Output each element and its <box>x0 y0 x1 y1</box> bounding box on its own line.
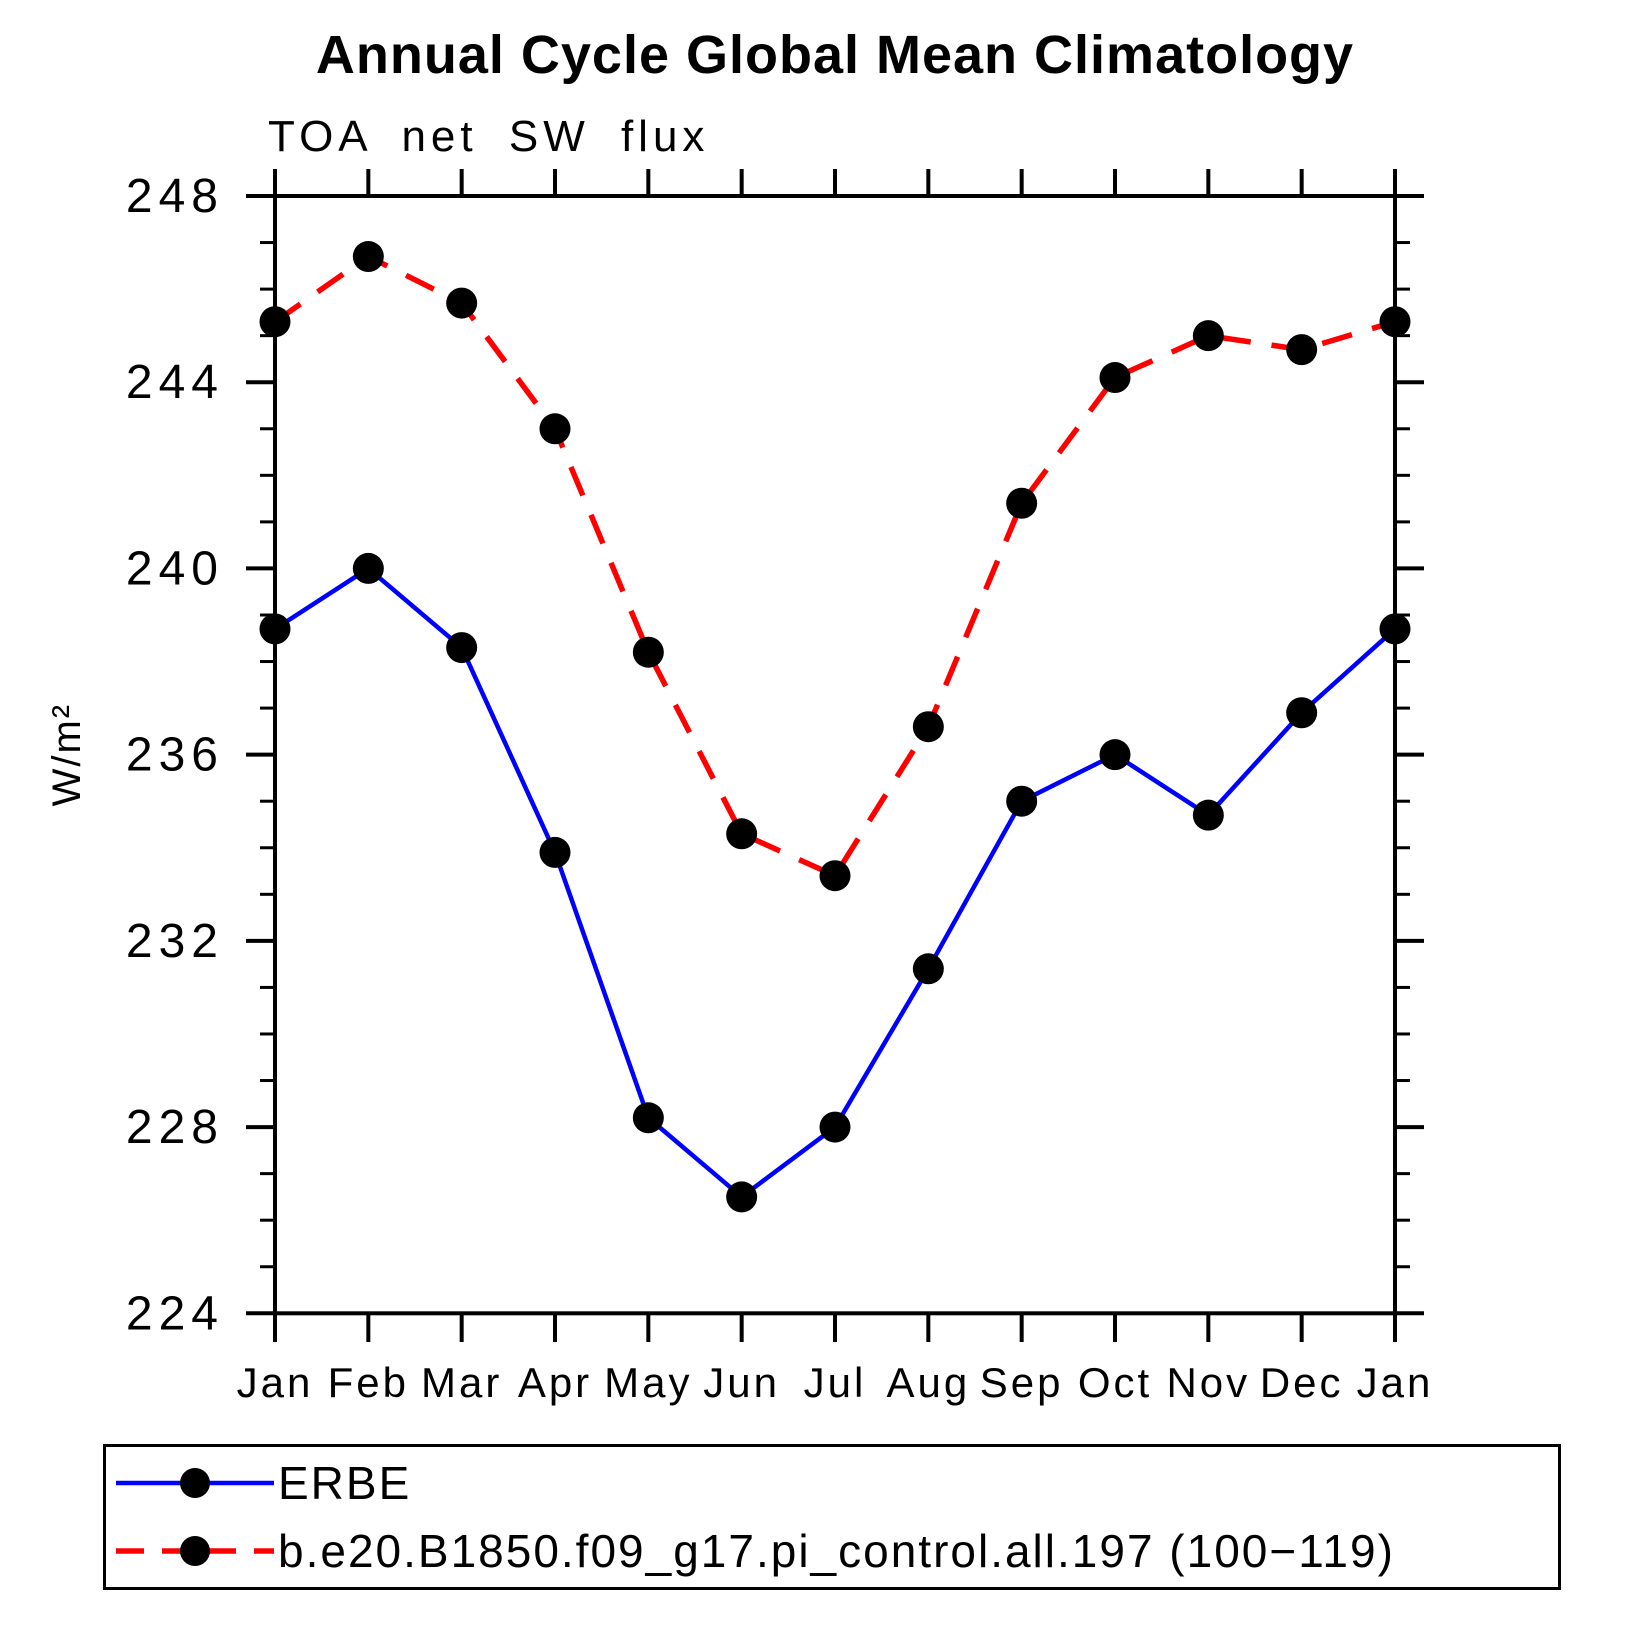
legend-entry-erbe: ERBE <box>112 1452 1558 1514</box>
x-tick-label: Jan <box>1357 1359 1434 1406</box>
y-axis-tick-labels: 224 228 232 236 240 244 248 <box>126 170 224 1340</box>
x-tick-label: Dec <box>1260 1359 1344 1406</box>
data-point-marker <box>259 613 291 645</box>
y-axis-label: W/m² <box>45 703 89 807</box>
y-tick-label: 244 <box>126 356 224 409</box>
data-point-marker <box>1286 334 1318 366</box>
x-tick-label: Mar <box>421 1359 502 1406</box>
y-tick-label: 228 <box>126 1101 224 1154</box>
series-1 <box>259 241 1411 892</box>
legend-label-model: b.e20.B1850.f09_g17.pi_control.all.197 (… <box>278 1524 1395 1577</box>
x-tick-label: Jul <box>804 1359 867 1406</box>
legend-label-erbe: ERBE <box>278 1457 412 1510</box>
data-point-marker <box>819 860 851 892</box>
legend: ERBE b.e20.B1850.f09_g17.pi_control.all.… <box>103 1444 1561 1590</box>
data-point-marker <box>1192 320 1224 352</box>
data-point-marker <box>819 1111 851 1143</box>
x-tick-label: Apr <box>518 1359 592 1406</box>
data-point-marker <box>1006 487 1038 519</box>
y-tick-label: 232 <box>126 915 224 968</box>
data-point-marker <box>539 836 571 868</box>
x-tick-label: Aug <box>886 1359 970 1406</box>
x-tick-label: Nov <box>1166 1359 1250 1406</box>
data-point-marker <box>352 241 384 273</box>
legend-marker-icon <box>180 1535 210 1566</box>
data-point-marker <box>632 1102 664 1134</box>
y-tick-label: 248 <box>126 170 224 223</box>
x-tick-label: May <box>604 1359 692 1406</box>
x-tick-label: Feb <box>328 1359 409 1406</box>
y-tick-label: 224 <box>126 1287 224 1340</box>
data-point-marker <box>912 953 944 985</box>
data-point-marker <box>1006 785 1038 817</box>
data-point-marker <box>1379 613 1411 645</box>
data-point-marker <box>632 636 664 668</box>
legend-dashed-line-sample <box>116 1535 274 1566</box>
series-0 <box>259 552 1411 1213</box>
legend-entry-model: b.e20.B1850.f09_g17.pi_control.all.197 (… <box>112 1520 1558 1582</box>
y-tick-label: 236 <box>126 729 224 782</box>
axis-ticks <box>246 169 1424 1342</box>
data-point-marker <box>1099 739 1131 771</box>
x-tick-label: Oct <box>1078 1359 1152 1406</box>
legend-marker-icon <box>180 1468 210 1499</box>
x-tick-label: Jun <box>703 1359 780 1406</box>
data-point-marker <box>1286 697 1318 729</box>
data-point-marker <box>1099 362 1131 394</box>
data-point-marker <box>446 287 478 319</box>
data-point-marker <box>446 632 478 664</box>
data-point-marker <box>352 552 384 584</box>
data-point-marker <box>259 306 291 338</box>
data-point-marker <box>912 711 944 743</box>
x-tick-label: Jan <box>237 1359 314 1406</box>
data-point-marker <box>539 413 571 445</box>
chart-subtitle: TOA net SW flux <box>268 112 710 161</box>
plot-frame <box>273 194 1397 1316</box>
x-tick-label: Sep <box>980 1359 1064 1406</box>
y-tick-label: 240 <box>126 542 224 595</box>
data-point-marker <box>1379 306 1411 338</box>
data-point-marker <box>1192 799 1224 831</box>
data-point-marker <box>726 818 758 850</box>
series-line <box>273 253 1396 880</box>
data-point-marker <box>726 1181 758 1213</box>
legend-solid-line-sample <box>116 1468 274 1499</box>
chart-title: Annual Cycle Global Mean Climatology <box>315 25 1355 85</box>
x-axis-tick-labels: Jan Feb Mar Apr May Jun Jul Aug Sep Oct Nov Dec Jan <box>237 1359 1434 1406</box>
